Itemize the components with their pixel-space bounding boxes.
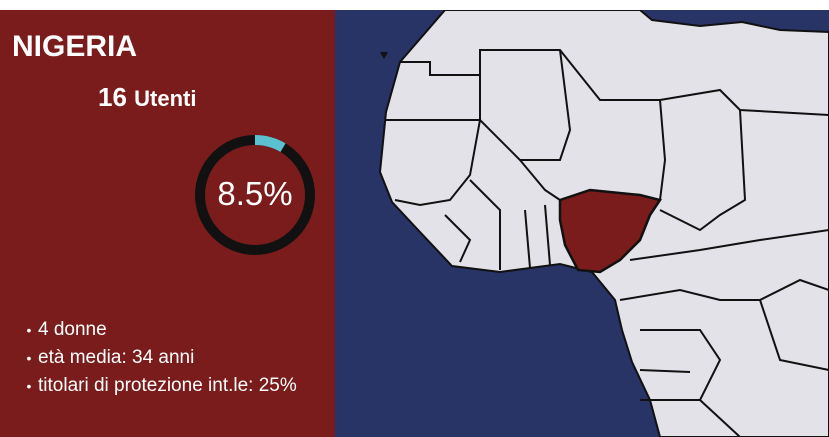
bullet: titolari di protezione int.le: 25% [20,372,320,400]
bullet: 4 donne [20,316,320,344]
nigeria [558,188,663,274]
info-panel: NIGERIA 16 Utenti 8.5% 4 donne età media… [0,10,335,437]
ring-chart: 8.5% [195,135,315,255]
ring-arc [195,135,315,255]
sea [440,10,829,28]
borders [386,49,829,437]
users-label: Utenti [134,86,197,111]
marker [380,52,388,59]
users: 16 Utenti [98,82,196,113]
bullet-list: 4 donne età media: 34 anni titolari di p… [20,316,320,400]
country-title: NIGERIA [12,30,138,63]
ring-label: 8.5% [217,175,292,212]
map [335,10,829,437]
bullet: età media: 34 anni [20,344,320,372]
users-count: 16 [98,82,127,112]
